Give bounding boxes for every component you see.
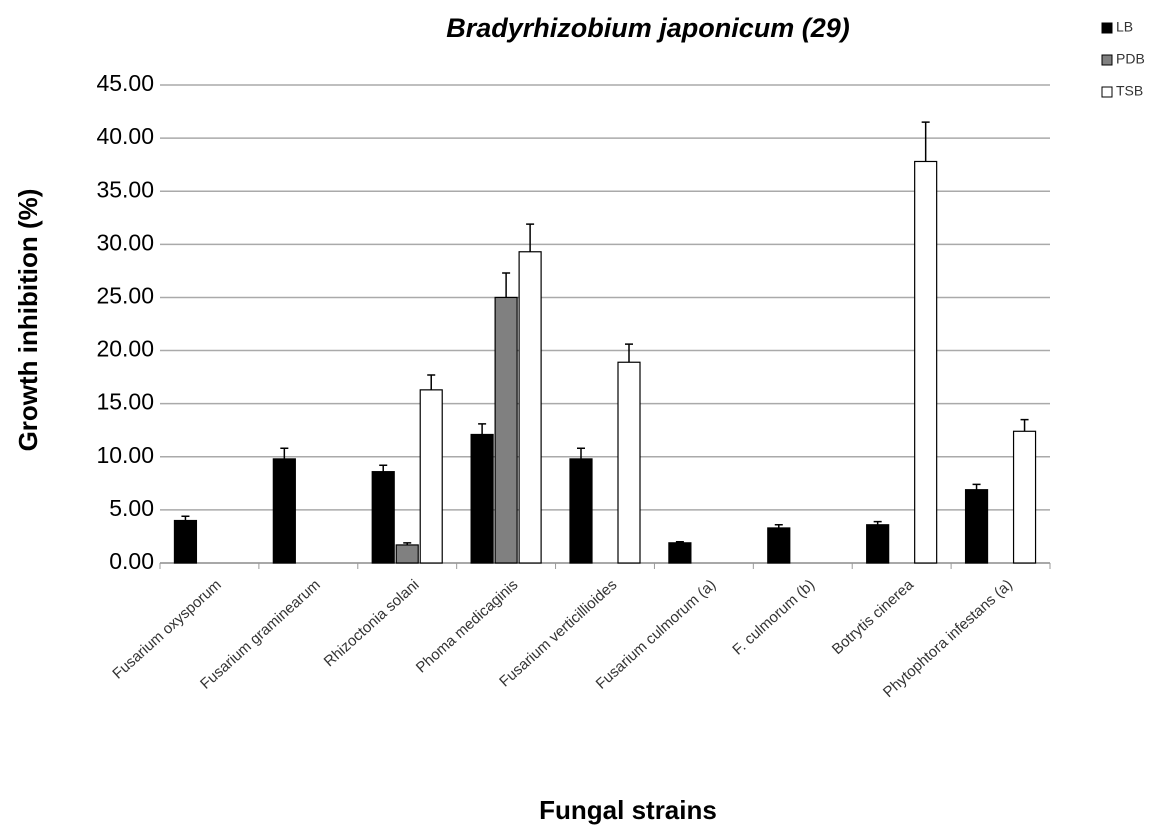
x-tick-label: F. culmorum (b) xyxy=(729,576,818,658)
bar xyxy=(617,361,641,564)
y-tick-label: 40.00 xyxy=(96,123,154,149)
y-tick-label: 25.00 xyxy=(96,283,154,309)
error-bar xyxy=(181,515,190,521)
bar xyxy=(668,542,692,564)
bar xyxy=(494,296,518,564)
x-tick-label: Phoma medicaginis xyxy=(413,576,522,676)
legend-label: PDB xyxy=(1116,51,1145,67)
x-tick-label: Rhizoctonia solani xyxy=(321,576,423,670)
bar xyxy=(272,458,296,564)
chart-title: Bradyrhizobium japonicum (29) xyxy=(446,13,850,43)
bar xyxy=(518,251,542,564)
legend-label: LB xyxy=(1116,19,1133,35)
legend-label: TSB xyxy=(1116,83,1143,99)
error-bar xyxy=(1020,418,1029,432)
y-tick-label: 5.00 xyxy=(109,495,154,521)
legend-swatch xyxy=(1101,22,1113,34)
bar xyxy=(470,433,494,564)
bar xyxy=(395,544,419,564)
error-bar xyxy=(526,223,535,252)
y-tick-label: 20.00 xyxy=(96,336,154,362)
error-bar xyxy=(403,542,412,545)
legend-swatch xyxy=(1101,86,1113,98)
legend-swatch xyxy=(1101,54,1113,66)
error-bar xyxy=(625,343,633,363)
error-bar xyxy=(379,464,388,472)
error-bar xyxy=(478,423,487,435)
bar xyxy=(173,519,198,564)
x-tick-label: Fusarium oxysporum xyxy=(109,576,224,682)
error-bar xyxy=(427,374,436,390)
bar xyxy=(371,471,395,564)
error-bar xyxy=(675,541,684,543)
x-tick-label: Botrytis cinerea xyxy=(829,576,918,658)
bar xyxy=(1012,430,1037,564)
x-axis-label: Fungal strains xyxy=(539,795,717,825)
error-bar xyxy=(280,447,289,459)
y-tick-label: 10.00 xyxy=(96,442,154,468)
bar xyxy=(866,524,890,564)
bar xyxy=(569,458,593,564)
error-bar xyxy=(774,524,783,528)
error-bar xyxy=(577,447,585,459)
bar xyxy=(419,389,443,564)
y-tick-label: 30.00 xyxy=(96,229,154,255)
error-bar xyxy=(873,520,882,525)
y-tick-label: 0.00 xyxy=(109,548,154,574)
y-axis-label: Growth inhibition (%) xyxy=(13,189,43,452)
bar xyxy=(964,489,989,564)
error-bar xyxy=(502,272,511,298)
y-tick-label: 35.00 xyxy=(96,176,154,202)
y-tick-label: 15.00 xyxy=(96,389,154,415)
error-bar xyxy=(921,121,930,162)
error-bar xyxy=(972,483,981,490)
bar xyxy=(767,527,791,564)
y-tick-label: 45.00 xyxy=(96,70,154,96)
bar xyxy=(914,160,938,564)
